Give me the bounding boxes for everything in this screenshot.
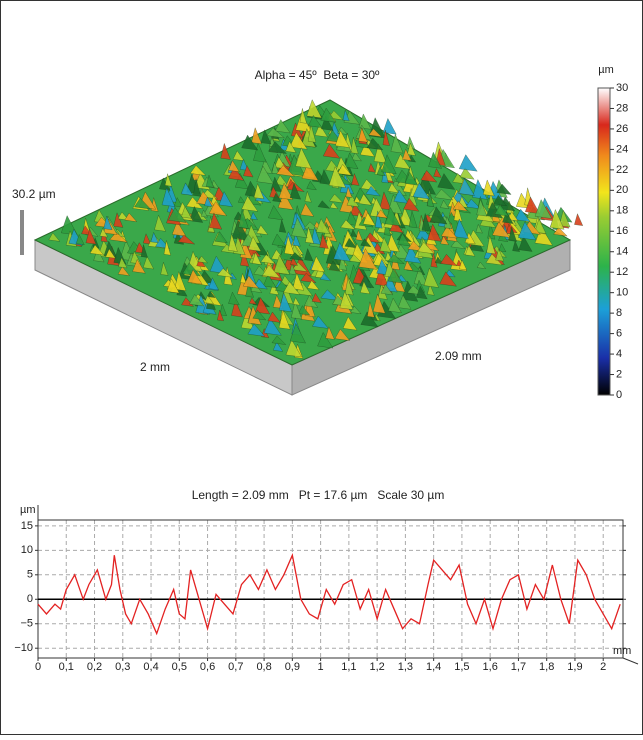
y-tick-label: 10: [21, 544, 33, 556]
x-tick-label: 0: [35, 661, 41, 673]
x-tick-label: 1,8: [539, 661, 554, 673]
y-tick-label: 15: [21, 520, 33, 532]
y-tick-label: −10: [14, 642, 33, 654]
x-tick-label: 1,2: [369, 661, 384, 673]
x-tick-label: 1,9: [567, 661, 582, 673]
colorbar-tick-label: 0: [616, 389, 622, 401]
surface-title: Alpha = 45º Beta = 30º: [255, 68, 380, 82]
x-tick-label: 0,3: [115, 661, 130, 673]
y-label: 2.09 mm: [435, 349, 482, 363]
x-tick-label: 0,1: [59, 661, 74, 673]
colorbar-tick-label: 28: [616, 102, 628, 114]
x-tick-label: 1,6: [483, 661, 498, 673]
x-tick-label: 0,4: [143, 661, 158, 673]
x-tick-label: 1,5: [454, 661, 469, 673]
x-unit: mm: [613, 645, 631, 657]
x-tick-label: 1: [318, 661, 324, 673]
colorbar-tick-label: 24: [616, 143, 628, 155]
colorbar-tick-label: 12: [616, 266, 628, 278]
colorbar-tick-label: 26: [616, 123, 628, 135]
x-tick-label: 1,7: [511, 661, 526, 673]
x-tick-label: 0,6: [200, 661, 215, 673]
colorbar: [598, 88, 610, 395]
x-tick-label: 0,9: [285, 661, 300, 673]
y-tick-label: 5: [27, 569, 33, 581]
x-tick-label: 2: [600, 661, 606, 673]
page: Alpha = 45º Beta = 30º 30.2 µm 2 mm 2.09…: [0, 0, 643, 735]
x-tick-label: 1,4: [426, 661, 441, 673]
colorbar-tick-label: 18: [616, 205, 628, 217]
colorbar-unit: µm: [598, 64, 614, 76]
colorbar-tick-label: 8: [616, 307, 622, 319]
colorbar-tick-label: 30: [616, 82, 628, 94]
colorbar-tick-label: 4: [616, 348, 622, 360]
x-tick-label: 0,5: [172, 661, 187, 673]
x-label: 2 mm: [140, 360, 170, 374]
colorbar-tick-label: 14: [616, 246, 628, 258]
y-tick-label: −5: [20, 618, 33, 630]
colorbar-tick-label: 16: [616, 225, 628, 237]
z-label: 30.2 µm: [12, 187, 56, 201]
x-tick-label: 0,8: [256, 661, 271, 673]
colorbar-tick-label: 10: [616, 287, 628, 299]
x-tick-label: 0,7: [228, 661, 243, 673]
x-tick-label: 1,1: [341, 661, 356, 673]
colorbar-tick-label: 2: [616, 368, 622, 380]
chart-title: Length = 2.09 mm Pt = 17.6 µm Scale 30 µ…: [192, 488, 445, 502]
colorbar-tick-label: 22: [616, 164, 628, 176]
colorbar-tick-label: 20: [616, 184, 628, 196]
y-unit: µm: [20, 504, 36, 516]
x-tick-label: 0,2: [87, 661, 102, 673]
y-tick-label: 0: [27, 593, 33, 605]
colorbar-tick-label: 6: [616, 328, 622, 340]
x-tick-label: 1,3: [398, 661, 413, 673]
